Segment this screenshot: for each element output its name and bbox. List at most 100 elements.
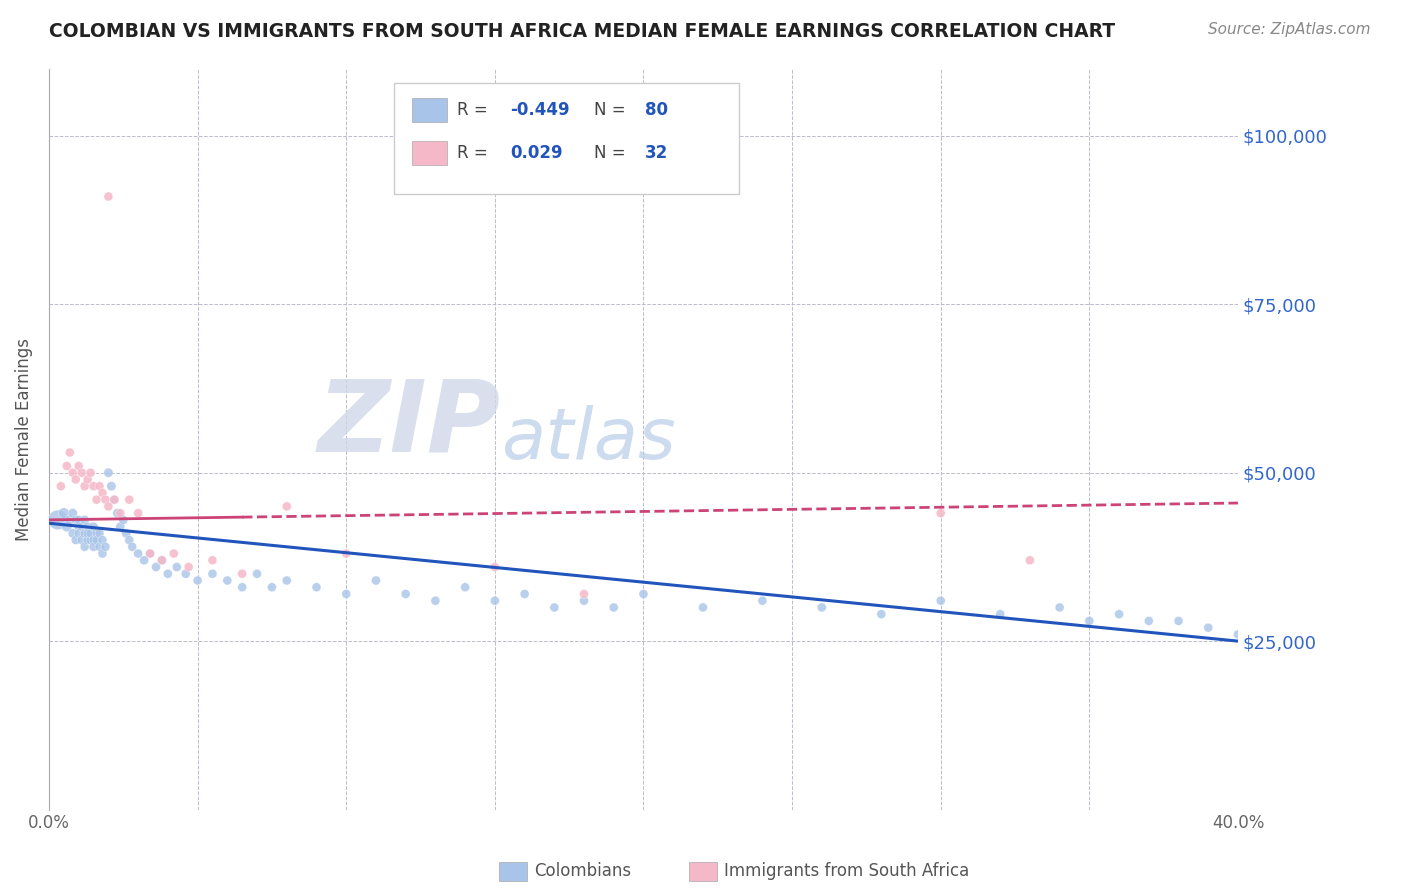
Point xyxy=(1078,614,1101,628)
Point xyxy=(103,492,125,507)
Point xyxy=(103,492,125,507)
FancyBboxPatch shape xyxy=(412,141,447,165)
Point xyxy=(231,580,253,594)
Point xyxy=(79,533,101,547)
Point xyxy=(572,593,595,607)
Y-axis label: Median Female Earnings: Median Female Earnings xyxy=(15,337,32,541)
Point xyxy=(454,580,477,594)
Point xyxy=(260,580,283,594)
Point xyxy=(145,560,167,574)
Point xyxy=(65,513,87,527)
Point xyxy=(150,553,173,567)
Point xyxy=(201,553,224,567)
Point xyxy=(929,593,952,607)
Point xyxy=(603,600,626,615)
Point xyxy=(73,479,96,493)
Point xyxy=(201,566,224,581)
Point xyxy=(79,466,101,480)
Point xyxy=(1108,607,1130,622)
Point xyxy=(86,492,108,507)
Point xyxy=(73,513,96,527)
Point xyxy=(70,466,93,480)
Point xyxy=(484,560,506,574)
Point xyxy=(97,189,120,203)
Point xyxy=(46,513,69,527)
Text: Colombians: Colombians xyxy=(534,863,631,880)
Point xyxy=(110,519,132,533)
Point xyxy=(67,526,90,541)
Point xyxy=(177,560,200,574)
Point xyxy=(67,513,90,527)
Point xyxy=(335,547,357,561)
Point xyxy=(86,533,108,547)
Point xyxy=(94,492,117,507)
Point xyxy=(115,526,138,541)
Point xyxy=(56,519,79,533)
Point xyxy=(65,533,87,547)
Point xyxy=(83,479,105,493)
Point xyxy=(100,479,122,493)
Point xyxy=(67,519,90,533)
Point xyxy=(91,547,114,561)
Point xyxy=(62,466,84,480)
Point xyxy=(105,506,128,520)
Text: Source: ZipAtlas.com: Source: ZipAtlas.com xyxy=(1208,22,1371,37)
Point xyxy=(1049,600,1071,615)
Point xyxy=(150,553,173,567)
Text: 80: 80 xyxy=(645,101,668,119)
Point xyxy=(1227,627,1250,641)
Point xyxy=(89,526,111,541)
Point xyxy=(187,574,209,588)
Point xyxy=(127,506,149,520)
Point xyxy=(1167,614,1189,628)
Text: COLOMBIAN VS IMMIGRANTS FROM SOUTH AFRICA MEDIAN FEMALE EARNINGS CORRELATION CHA: COLOMBIAN VS IMMIGRANTS FROM SOUTH AFRIC… xyxy=(49,22,1115,41)
Point xyxy=(62,526,84,541)
Point xyxy=(86,526,108,541)
Point xyxy=(83,519,105,533)
Point xyxy=(543,600,565,615)
Text: ZIP: ZIP xyxy=(318,376,501,473)
Point xyxy=(67,458,90,473)
Point xyxy=(1019,553,1042,567)
Point xyxy=(76,519,98,533)
Point xyxy=(112,513,135,527)
Text: N =: N = xyxy=(593,144,630,162)
Point xyxy=(118,492,141,507)
Point xyxy=(110,506,132,520)
Point xyxy=(364,574,387,588)
Point xyxy=(118,533,141,547)
Point xyxy=(217,574,239,588)
FancyBboxPatch shape xyxy=(394,83,738,194)
Point xyxy=(121,540,143,554)
Point xyxy=(156,566,179,581)
Point xyxy=(692,600,714,615)
Point xyxy=(139,547,162,561)
Point xyxy=(132,553,155,567)
Point xyxy=(70,533,93,547)
Point xyxy=(484,593,506,607)
Point xyxy=(305,580,328,594)
Point xyxy=(1137,614,1160,628)
Point xyxy=(91,486,114,500)
Point xyxy=(76,533,98,547)
Point xyxy=(79,526,101,541)
Point xyxy=(97,466,120,480)
Point xyxy=(83,533,105,547)
Point xyxy=(59,513,82,527)
Point xyxy=(127,547,149,561)
Text: -0.449: -0.449 xyxy=(510,101,569,119)
Point xyxy=(65,472,87,486)
Point xyxy=(83,540,105,554)
Point xyxy=(163,547,186,561)
Point xyxy=(246,566,269,581)
Point xyxy=(751,593,773,607)
Point xyxy=(89,540,111,554)
Text: 32: 32 xyxy=(645,144,668,162)
Point xyxy=(89,479,111,493)
Text: 0.029: 0.029 xyxy=(510,144,562,162)
Text: R =: R = xyxy=(457,101,494,119)
Point xyxy=(276,500,298,514)
Point xyxy=(1197,621,1219,635)
Point xyxy=(59,445,82,459)
Point xyxy=(73,540,96,554)
